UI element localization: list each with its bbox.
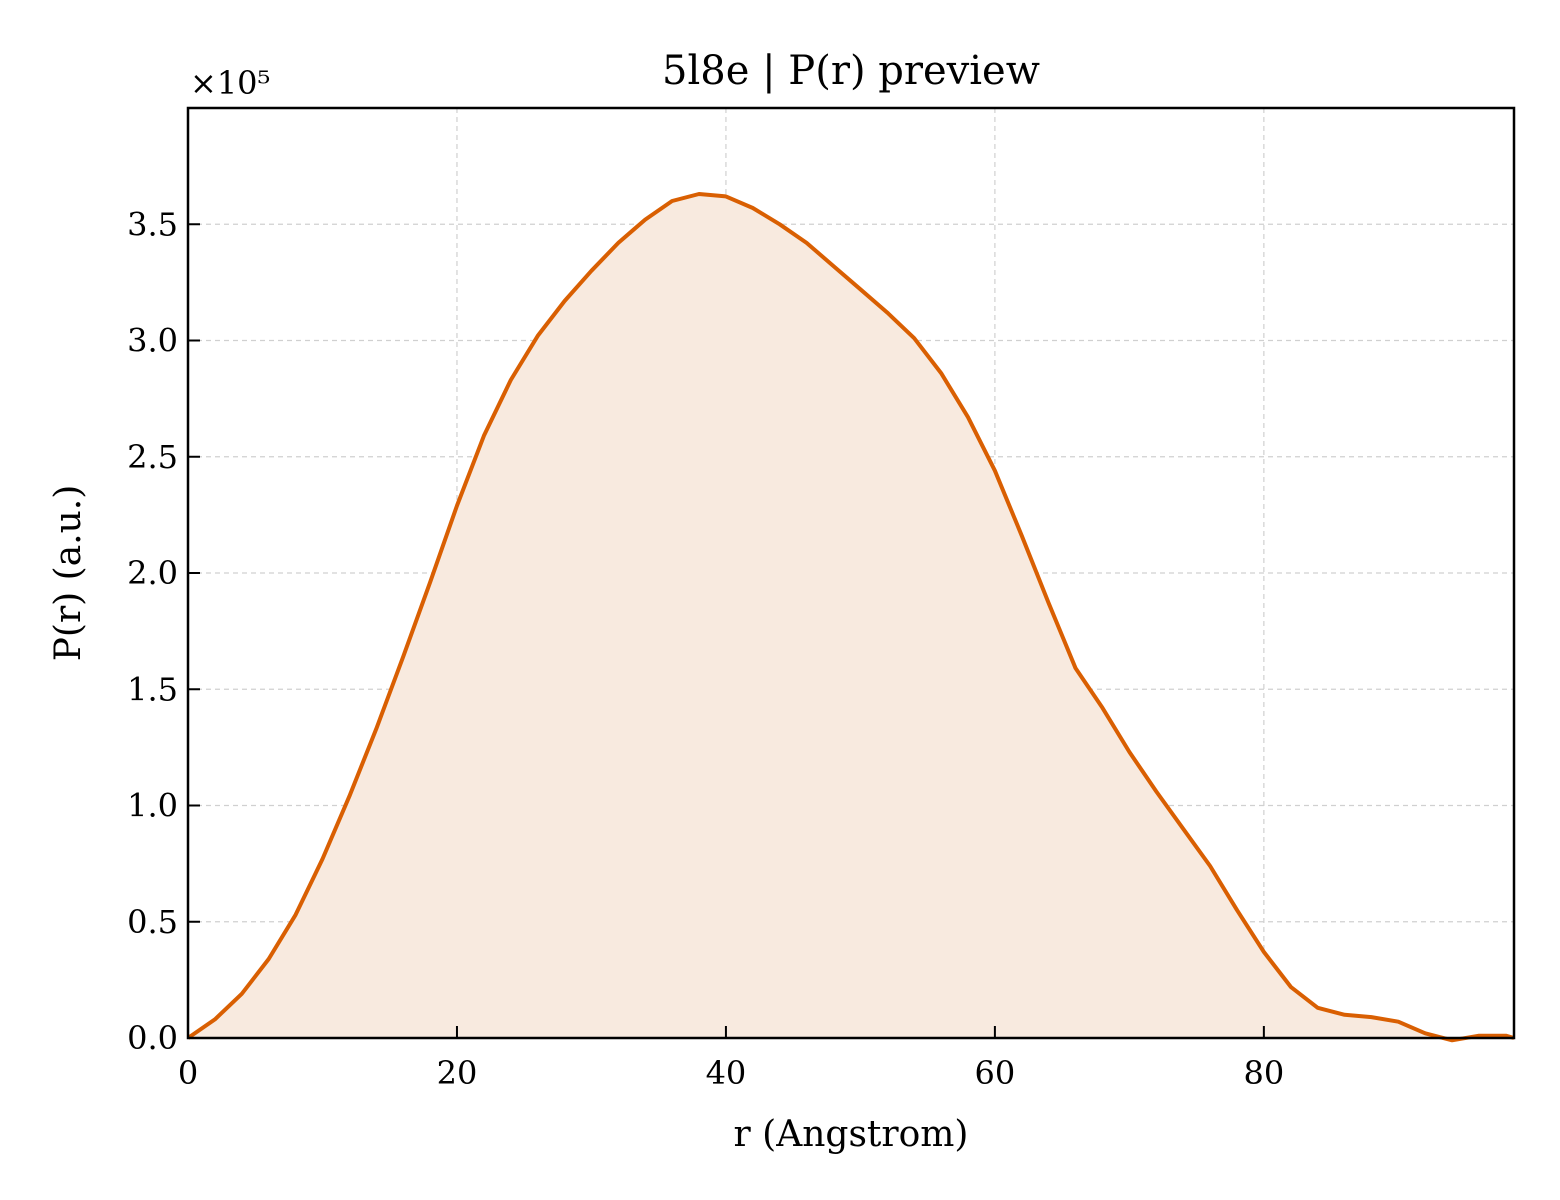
x-axis-label: r (Angstrom) — [734, 1114, 969, 1155]
y-tick-label: 1.0 — [127, 787, 178, 825]
series-line — [186, 192, 1515, 1043]
y-axis-multiplier: ×10⁵ — [190, 64, 270, 102]
y-tick-label: 0.5 — [127, 903, 178, 941]
x-tick-label: 20 — [437, 1054, 478, 1092]
y-tick-label: 0.0 — [127, 1019, 178, 1057]
x-tick-label: 80 — [1244, 1054, 1285, 1092]
y-tick-label: 2.5 — [127, 438, 178, 476]
y-tick-label: 3.5 — [127, 205, 178, 243]
y-axis-label: P(r) (a.u.) — [48, 485, 89, 662]
y-tick-label: 1.5 — [127, 670, 178, 708]
y-tick-label: 3.0 — [127, 322, 178, 360]
x-tick-label: 40 — [706, 1054, 747, 1092]
chart-title: 5l8e | P(r) preview — [662, 48, 1040, 94]
y-tick-label: 2.0 — [127, 554, 178, 592]
ticks: 0 20 40 60 80 0.0 0.5 1.0 1.5 2.0 2.5 3.0 3.5 — [127, 205, 1284, 1092]
x-tick-label: 60 — [975, 1054, 1016, 1092]
x-tick-label: 0 — [178, 1054, 198, 1092]
